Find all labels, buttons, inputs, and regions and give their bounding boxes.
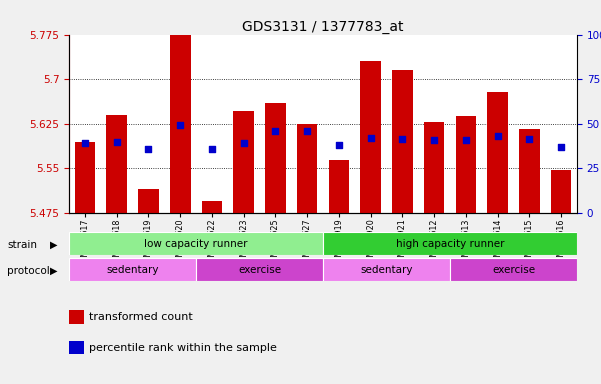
Text: exercise: exercise [238,265,281,275]
Bar [424,122,445,213]
Bar [450,258,577,281]
Text: sedentary: sedentary [106,265,159,275]
Bar [170,35,191,213]
Text: protocol: protocol [7,266,50,276]
Bar [69,258,196,281]
Point [270,128,280,134]
Title: GDS3131 / 1377783_at: GDS3131 / 1377783_at [242,20,404,33]
Text: exercise: exercise [492,265,535,275]
Bar [138,189,159,213]
Bar [69,232,323,255]
Point [334,142,344,148]
Bar [361,61,381,213]
Text: low capacity runner: low capacity runner [144,239,248,249]
Bar [392,70,413,213]
Bar [106,115,127,213]
Point [493,133,502,139]
Bar [233,111,254,213]
Bar [201,201,222,213]
Text: sedentary: sedentary [360,265,413,275]
Point [557,144,566,150]
Point [207,146,217,152]
Text: transformed count: transformed count [89,312,193,322]
Point [366,134,376,141]
Bar [323,232,577,255]
Point [302,128,312,134]
Text: percentile rank within the sample: percentile rank within the sample [89,343,277,353]
Bar [196,258,323,281]
Point [398,136,407,142]
Bar [265,103,285,213]
Point [239,141,248,147]
Point [461,137,471,143]
Text: high capacity runner: high capacity runner [395,239,504,249]
Point [525,136,534,142]
Bar [75,142,96,213]
Bar [519,129,540,213]
Text: ▶: ▶ [50,240,57,250]
Bar [456,116,476,213]
Text: ▶: ▶ [50,266,57,276]
Point [112,139,121,145]
Bar [297,124,317,213]
Bar [323,258,450,281]
Text: strain: strain [7,240,37,250]
Point [144,146,153,152]
Point [429,137,439,143]
Bar [329,160,349,213]
Point [80,141,90,147]
Bar [487,92,508,213]
Point [175,122,185,128]
Bar [551,170,572,213]
